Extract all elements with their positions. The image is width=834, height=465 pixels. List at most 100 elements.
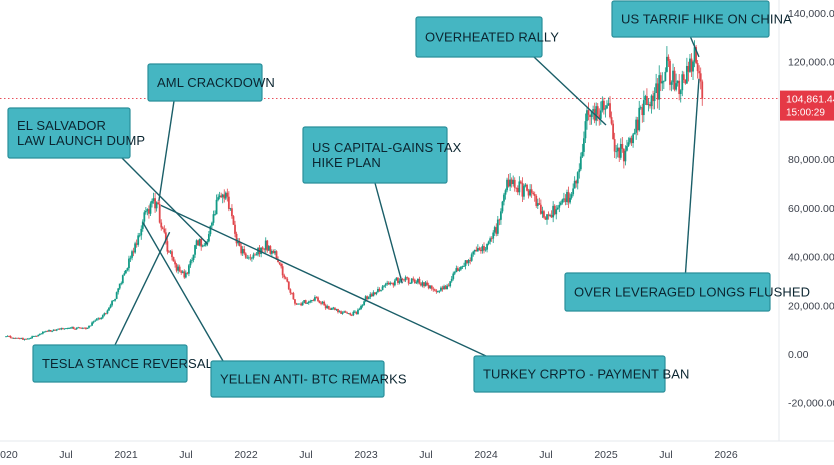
candle [473, 249, 476, 255]
candle [352, 310, 355, 317]
candle [52, 329, 55, 332]
candle [652, 90, 654, 110]
annotation-text: AML CRACKDOWN [157, 75, 275, 90]
candle [189, 259, 192, 268]
candle [681, 70, 684, 97]
candle [418, 276, 421, 285]
candle [91, 321, 93, 326]
candle [174, 259, 176, 268]
candle [449, 281, 452, 288]
candle [192, 254, 195, 263]
candle [300, 302, 302, 307]
candle [613, 132, 616, 159]
candle [544, 216, 547, 220]
x-axis: 2020 Jul 2021 Jul 2022 Jul 2023 Jul 2024 Jul 2025 J… [0, 449, 738, 461]
candle [194, 244, 196, 258]
candle [346, 311, 349, 314]
candle [527, 188, 530, 199]
candle [493, 225, 496, 236]
candle [223, 189, 226, 203]
candle [181, 270, 184, 274]
candle [334, 307, 336, 311]
y-tick-label: -20,000.00 [788, 398, 834, 410]
y-tick-label: 0.00 [788, 349, 809, 361]
candle [629, 136, 631, 145]
candle [148, 205, 150, 219]
y-tick-label: 20,000.00 [788, 300, 834, 312]
candle [152, 192, 155, 204]
candle [269, 245, 272, 255]
candle [281, 263, 284, 279]
candle [74, 328, 77, 330]
annotation-text: OVER LEVERAGED LONGS FLUSHED [574, 285, 810, 300]
candle [37, 334, 40, 337]
candle [642, 90, 645, 123]
candle [456, 266, 459, 272]
y-tick-label: 120,000.00 [788, 57, 834, 69]
candle [672, 63, 674, 90]
candle [263, 248, 266, 253]
candle [310, 299, 313, 303]
annotation-text: HIKE PLAN [312, 155, 381, 170]
candle [555, 205, 558, 220]
candle [581, 143, 584, 158]
candle [178, 264, 181, 273]
candle [309, 299, 312, 304]
candle [618, 147, 621, 162]
candle [695, 44, 697, 65]
candle [682, 71, 685, 84]
callout-lines [114, 36, 700, 362]
candle [490, 236, 493, 242]
candle [12, 337, 15, 339]
candle [530, 184, 533, 198]
candle [234, 220, 236, 238]
x-tick-label: 2022 [234, 449, 258, 461]
candle [17, 337, 20, 339]
candle [38, 333, 41, 336]
candle [621, 136, 624, 153]
candle [80, 327, 83, 329]
candle [155, 201, 158, 212]
annotation-label: TURKEY CRPTO - PAYMENT BAN [473, 355, 689, 393]
last-price-tag: 104,861.44 15:00:29 [780, 90, 834, 121]
candle [129, 255, 132, 263]
annotation-label: TESLA STANCE REVERSAL [32, 344, 213, 383]
candle [138, 232, 141, 238]
candle [120, 281, 123, 286]
candle [244, 252, 247, 259]
annotation-text: LAW LAUNCH DUMP [17, 133, 145, 148]
candle [109, 303, 112, 309]
candle [575, 179, 578, 188]
candle [51, 330, 54, 333]
candle [500, 208, 502, 225]
candle [255, 252, 258, 256]
candle [137, 232, 140, 247]
candle [168, 250, 170, 254]
candle [198, 238, 201, 247]
candle [266, 239, 269, 253]
annotation-callout-line [121, 157, 209, 245]
candle [627, 137, 630, 148]
candle [496, 215, 499, 236]
candle [367, 296, 370, 300]
candle [131, 249, 133, 261]
candle [172, 256, 175, 262]
candle [123, 270, 126, 276]
candle [98, 317, 101, 320]
candle [510, 177, 513, 188]
candle [535, 194, 538, 208]
candle [670, 80, 673, 92]
candle [221, 193, 224, 204]
candle [667, 54, 670, 67]
candle [489, 236, 492, 245]
candle [417, 278, 419, 285]
candle [515, 187, 518, 193]
candle [286, 277, 289, 283]
candle [563, 192, 565, 203]
candle [373, 292, 376, 296]
candle [589, 114, 591, 126]
candle [516, 185, 519, 196]
candle [406, 276, 409, 280]
